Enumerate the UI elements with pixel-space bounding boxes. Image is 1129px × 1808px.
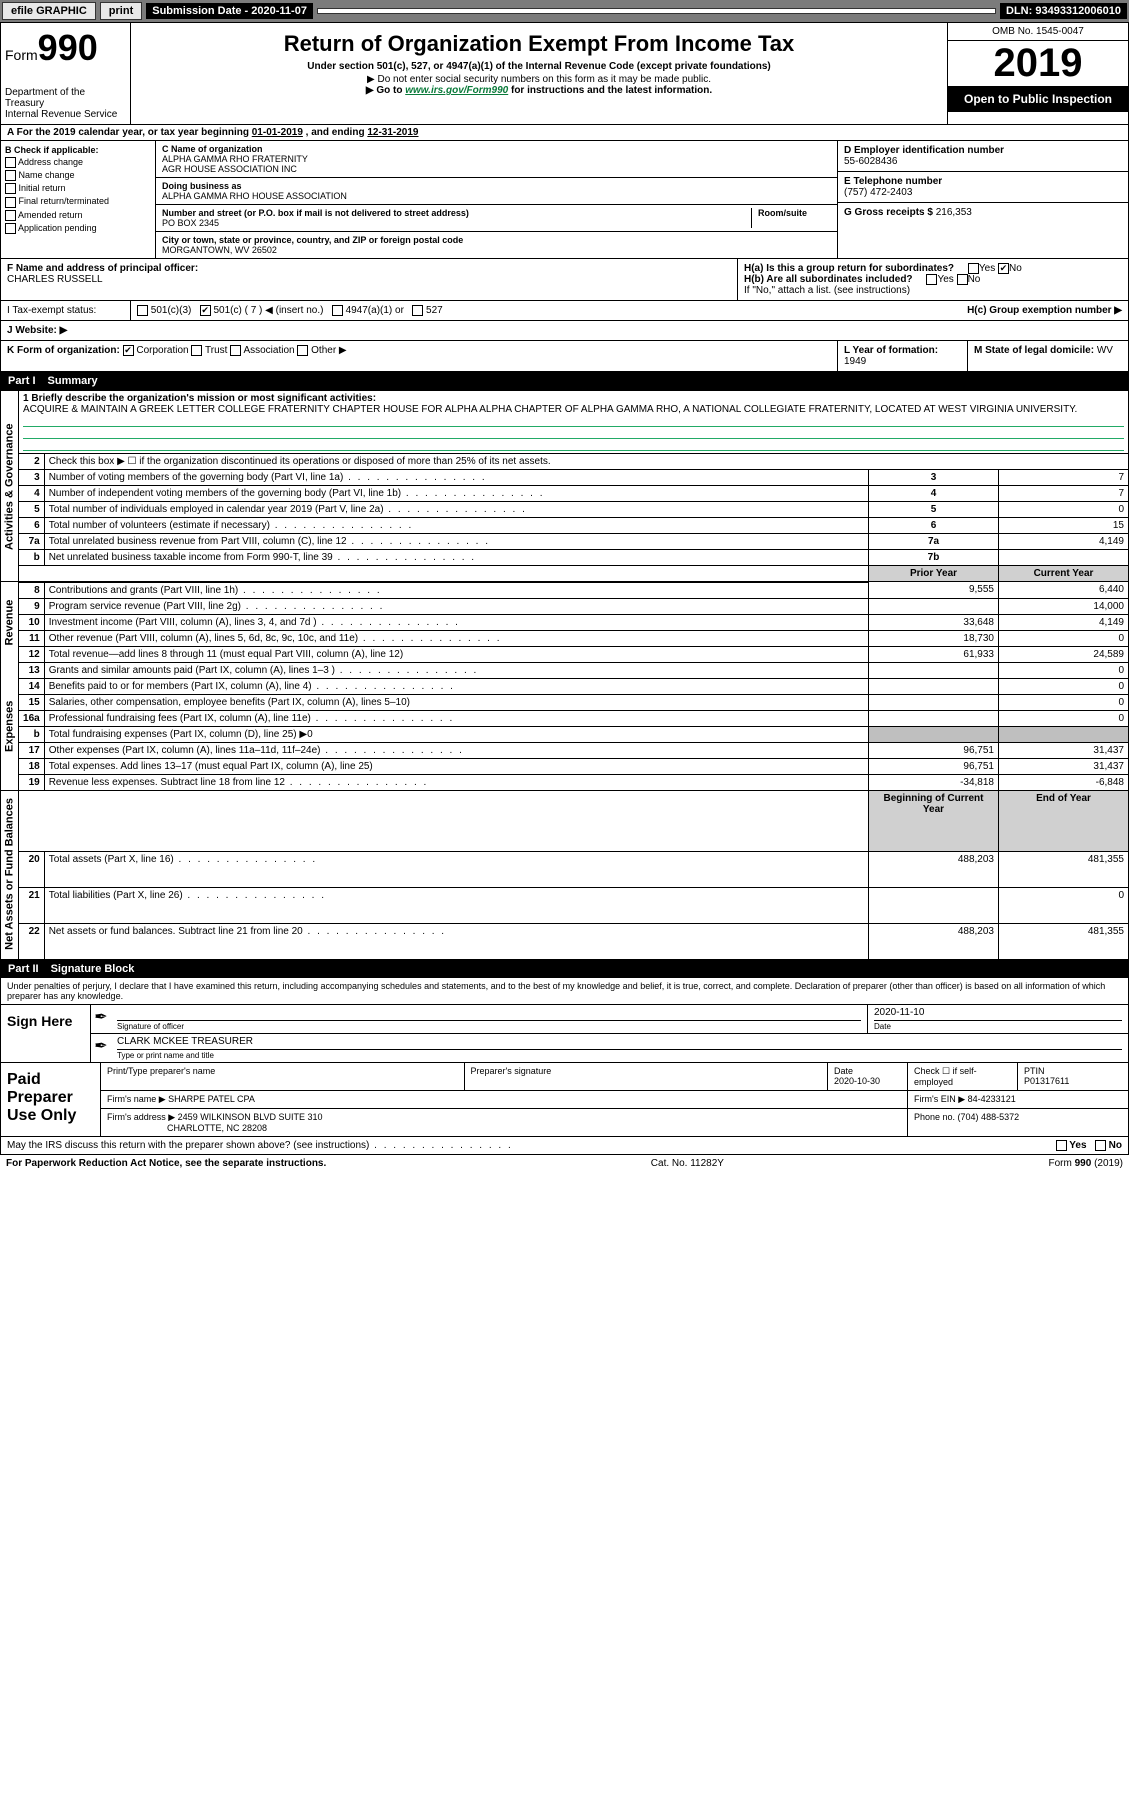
side-label-net: Net Assets or Fund Balances xyxy=(1,790,19,959)
website-row: J Website: ▶ xyxy=(0,321,1129,341)
box-l: L Year of formation: 1949 xyxy=(838,341,968,371)
info-grid: B Check if applicable: Address change Na… xyxy=(0,141,1129,259)
box-h: H(a) Is this a group return for subordin… xyxy=(738,259,1128,300)
tax-exempt-label: I Tax-exempt status: xyxy=(1,301,131,320)
pen-icon: ✒ xyxy=(91,1034,111,1062)
box-c: C Name of organization ALPHA GAMMA RHO F… xyxy=(156,141,838,258)
sig-intro: Under penalties of perjury, I declare th… xyxy=(0,978,1129,1005)
preparer-block: Paid Preparer Use Only Print/Type prepar… xyxy=(0,1063,1129,1137)
form-header: Form990 Department of the Treasury Inter… xyxy=(0,22,1129,125)
irs-discuss-row: May the IRS discuss this return with the… xyxy=(0,1137,1129,1155)
paid-preparer-label: Paid Preparer Use Only xyxy=(1,1063,101,1136)
row-klm: K Form of organization: ✔ Corporation Tr… xyxy=(0,341,1129,372)
print-button[interactable]: print xyxy=(100,2,142,20)
title-cell: Return of Organization Exempt From Incom… xyxy=(131,23,948,124)
summary-table: Activities & Governance 1 Briefly descri… xyxy=(0,390,1129,959)
box-m: M State of legal domicile: WV xyxy=(968,341,1128,371)
side-label-gov: Activities & Governance xyxy=(1,391,19,582)
row-i-hc: I Tax-exempt status: 501(c)(3) ✔ 501(c) … xyxy=(0,301,1129,321)
omb-cell: OMB No. 1545-0047 2019 Open to Public In… xyxy=(948,23,1128,124)
box-deg: D Employer identification number55-60284… xyxy=(838,141,1128,258)
form-title: Return of Organization Exempt From Incom… xyxy=(135,31,943,57)
box-f: F Name and address of principal officer:… xyxy=(1,259,738,300)
topbar: efile GRAPHIC print Submission Date - 20… xyxy=(0,0,1129,22)
sign-block: Sign Here ✒ Signature of officer 2020-11… xyxy=(0,1005,1129,1063)
dln-label: DLN: 93493312006010 xyxy=(1000,3,1127,19)
row-f-h: F Name and address of principal officer:… xyxy=(0,259,1129,301)
part2-header: Part IISignature Block xyxy=(0,960,1129,978)
side-label-rev: Revenue xyxy=(1,582,19,663)
form-id-cell: Form990 Department of the Treasury Inter… xyxy=(1,23,131,124)
sign-here-label: Sign Here xyxy=(1,1005,91,1062)
part1-header: Part ISummary xyxy=(0,372,1129,390)
topbar-spacer xyxy=(317,8,996,14)
period-row: A For the 2019 calendar year, or tax yea… xyxy=(0,125,1129,141)
instructions-link[interactable]: www.irs.gov/Form990 xyxy=(405,85,508,96)
subdate-label: Submission Date - 2020-11-07 xyxy=(146,3,313,19)
pen-icon: ✒ xyxy=(91,1005,111,1033)
side-label-exp: Expenses xyxy=(1,662,19,790)
box-b: B Check if applicable: Address change Na… xyxy=(1,141,156,258)
footer: For Paperwork Reduction Act Notice, see … xyxy=(0,1155,1129,1172)
efile-label: efile GRAPHIC xyxy=(2,2,96,20)
box-k: K Form of organization: ✔ Corporation Tr… xyxy=(1,341,838,371)
